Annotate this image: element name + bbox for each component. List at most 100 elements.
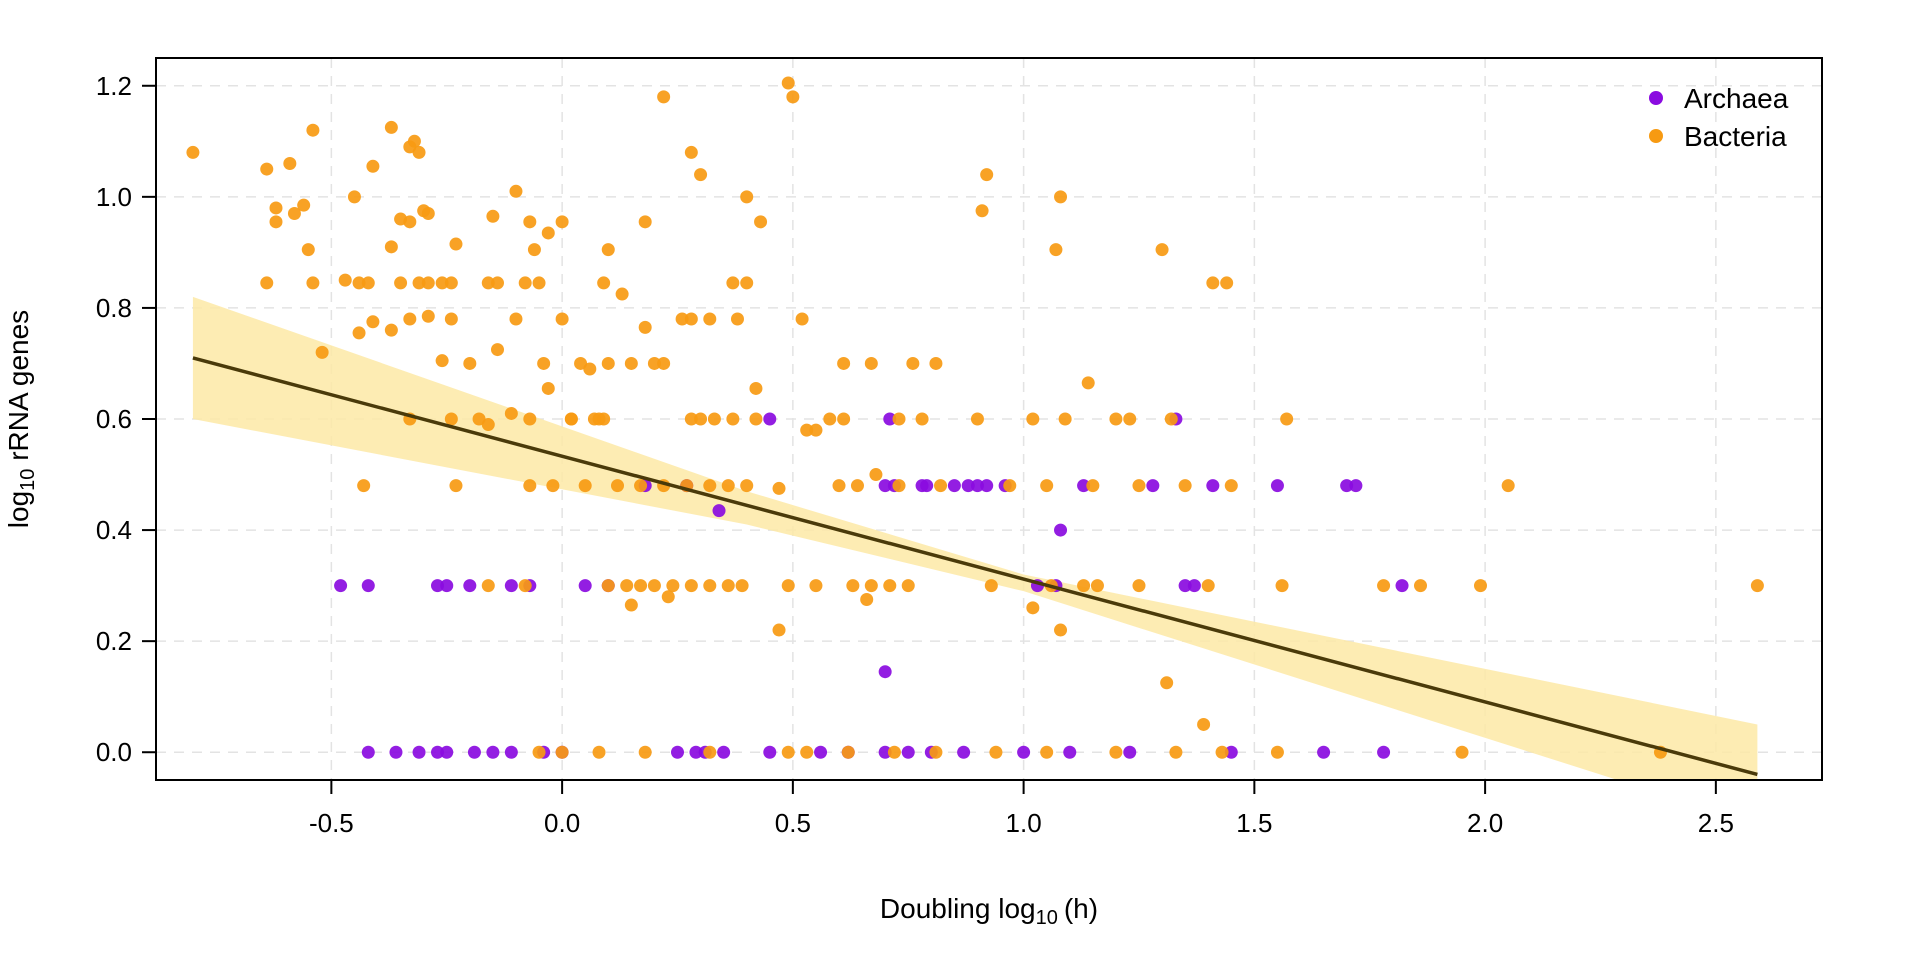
data-point-bacteria: [1109, 412, 1123, 426]
y-tick-label: 0.6: [96, 404, 132, 434]
data-point-bacteria: [504, 406, 518, 420]
data-point-bacteria: [892, 479, 906, 493]
data-point-bacteria: [846, 579, 860, 593]
x-axis-title-subscript: 10: [1036, 907, 1058, 929]
data-point-bacteria: [338, 273, 352, 287]
data-point-bacteria: [532, 745, 546, 759]
data-point-bacteria: [703, 579, 717, 593]
y-tick-label: 1.2: [96, 71, 132, 101]
data-point-bacteria: [555, 215, 569, 229]
data-point-bacteria: [463, 356, 477, 370]
data-point-bacteria: [412, 145, 426, 159]
x-tick-label: -0.5: [309, 808, 354, 838]
data-point-bacteria: [449, 237, 463, 251]
data-point-archaea: [689, 745, 703, 759]
data-point-archaea: [361, 745, 375, 759]
data-point-bacteria: [657, 356, 671, 370]
fit-line-layer: [192, 356, 1758, 777]
x-axis-title: Doubling log10 (h): [880, 893, 1098, 929]
data-point-bacteria: [934, 479, 948, 493]
data-point-bacteria: [883, 579, 897, 593]
data-point-bacteria: [1054, 623, 1068, 637]
y-axis-title-main: log: [3, 491, 34, 528]
data-point-bacteria: [684, 145, 698, 159]
data-point-bacteria: [518, 579, 532, 593]
data-point-bacteria: [315, 345, 329, 359]
data-point-archaea: [440, 745, 454, 759]
data-point-bacteria: [384, 323, 398, 337]
data-point-archaea: [1187, 579, 1201, 593]
data-point-bacteria: [435, 276, 449, 290]
data-point-bacteria: [532, 276, 546, 290]
data-point-bacteria: [864, 356, 878, 370]
data-point-bacteria: [1086, 479, 1100, 493]
data-point-archaea: [901, 745, 915, 759]
legend-label-archaea: Archaea: [1684, 83, 1789, 114]
data-point-bacteria: [481, 579, 495, 593]
data-point-archaea: [1054, 523, 1068, 537]
data-point-bacteria: [1275, 579, 1289, 593]
data-point-archaea: [878, 745, 892, 759]
data-point-bacteria: [1026, 412, 1040, 426]
data-point-archaea: [980, 479, 994, 493]
data-point-bacteria: [749, 381, 763, 395]
data-point-bacteria: [1090, 579, 1104, 593]
data-point-bacteria: [749, 412, 763, 426]
legend: Archaea Bacteria: [1649, 83, 1789, 152]
data-point-bacteria: [832, 479, 846, 493]
data-point-bacteria: [860, 593, 874, 606]
data-point-bacteria: [592, 745, 606, 759]
data-point-bacteria: [523, 412, 537, 426]
data-point-bacteria: [1026, 601, 1040, 615]
data-point-archaea: [1349, 479, 1363, 493]
data-point-bacteria: [384, 120, 398, 134]
data-point-bacteria: [638, 745, 652, 759]
data-point-bacteria: [1169, 745, 1183, 759]
data-point-bacteria: [352, 326, 366, 340]
data-point-archaea: [970, 479, 984, 493]
data-point-bacteria: [1058, 412, 1072, 426]
data-point-archaea: [957, 745, 971, 759]
data-point-bacteria: [1077, 579, 1091, 593]
data-point-bacteria: [403, 215, 417, 229]
data-point-bacteria: [412, 276, 426, 290]
confidence-band: [192, 296, 1758, 780]
data-point-bacteria: [823, 412, 837, 426]
data-point-archaea: [878, 479, 892, 493]
data-point-bacteria: [1224, 479, 1238, 493]
data-point-bacteria: [929, 356, 943, 370]
data-point-archaea: [1270, 479, 1284, 493]
data-point-archaea: [883, 412, 897, 426]
data-point-archaea: [717, 745, 731, 759]
data-point-bacteria: [675, 312, 689, 326]
data-point-bacteria: [541, 226, 555, 240]
data-point-archaea: [670, 745, 684, 759]
data-point-bacteria: [444, 412, 458, 426]
data-point-bacteria: [1132, 479, 1146, 493]
data-point-archaea: [878, 665, 892, 679]
data-point-archaea: [440, 579, 454, 593]
data-point-bacteria: [421, 276, 435, 290]
data-point-bacteria: [887, 745, 901, 759]
data-point-bacteria: [703, 312, 717, 326]
series-bacteria: [186, 76, 1764, 759]
data-point-archaea: [763, 745, 777, 759]
data-point-bacteria: [1280, 412, 1294, 426]
data-point-bacteria: [795, 312, 809, 326]
data-point-bacteria: [989, 745, 1003, 759]
data-point-bacteria: [809, 579, 823, 593]
data-point-bacteria: [518, 276, 532, 290]
data-point-bacteria: [1160, 676, 1174, 690]
confidence-band-layer: [192, 296, 1758, 780]
y-tick-label: 0.8: [96, 293, 132, 323]
data-points-layer: [186, 76, 1764, 759]
data-point-bacteria: [527, 243, 541, 257]
data-point-archaea: [1146, 479, 1160, 493]
data-point-bacteria: [892, 412, 906, 426]
data-point-bacteria: [481, 276, 495, 290]
x-tick-label: 1.0: [1006, 808, 1042, 838]
data-point-bacteria: [837, 356, 851, 370]
data-point-bacteria: [1473, 579, 1487, 593]
data-point-bacteria: [283, 157, 297, 171]
data-point-bacteria: [186, 145, 200, 159]
